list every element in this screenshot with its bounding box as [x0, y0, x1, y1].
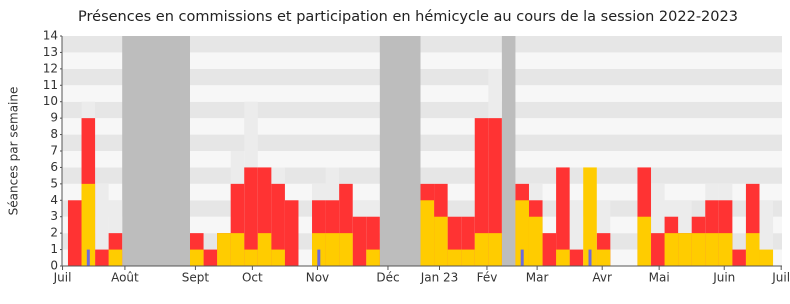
x-tick-label: Déc — [376, 271, 399, 285]
bar — [474, 118, 489, 267]
x-tick-label: Juil — [771, 271, 790, 285]
bar — [271, 249, 285, 266]
y-tick-label: 13 — [43, 45, 58, 59]
bar — [705, 233, 719, 266]
bar — [420, 200, 435, 266]
bar — [474, 233, 489, 266]
y-tick-label: 0 — [50, 259, 58, 273]
bar — [190, 249, 204, 266]
y-tick-label: 10 — [43, 94, 58, 108]
bar — [745, 233, 760, 266]
bar — [434, 216, 448, 266]
bar — [759, 249, 774, 266]
y-tick-label: 9 — [50, 111, 58, 125]
bar — [528, 216, 543, 266]
grid-band — [62, 68, 782, 86]
vacation-band — [379, 36, 421, 266]
grid-band — [62, 52, 782, 69]
bar — [678, 233, 692, 266]
bar — [732, 249, 746, 266]
bar — [317, 249, 321, 266]
x-tick-label: Juil — [53, 271, 72, 285]
bar — [217, 233, 231, 266]
bar — [352, 216, 367, 266]
x-tick-label: Sept — [182, 271, 210, 285]
x-tick-label: Juin — [712, 271, 735, 285]
bar — [271, 183, 285, 266]
grid-band — [62, 118, 782, 135]
x-tick-label: Nov — [306, 271, 329, 285]
x-tick-label: Fév — [477, 271, 498, 285]
bar — [583, 167, 597, 266]
bar — [569, 249, 584, 266]
grid-band — [62, 134, 782, 151]
y-tick-label: 7 — [50, 144, 58, 158]
bar — [203, 249, 218, 266]
y-tick-label: 2 — [50, 226, 58, 240]
bar — [447, 249, 462, 266]
bar — [556, 167, 570, 266]
y-tick-label: 4 — [50, 193, 58, 207]
vacation-band — [122, 36, 190, 266]
bar — [95, 183, 109, 266]
bar — [81, 183, 96, 266]
bar — [556, 249, 570, 266]
bar — [664, 233, 679, 266]
y-tick-label: 11 — [43, 78, 58, 92]
bar — [515, 200, 529, 266]
bar — [257, 233, 272, 266]
bar — [67, 200, 82, 266]
bar — [339, 233, 353, 266]
bar — [461, 249, 475, 266]
x-tick-label: Jan 23 — [420, 271, 459, 285]
bar — [95, 249, 109, 266]
bar — [86, 249, 90, 266]
y-tick-label: 5 — [50, 176, 58, 190]
grid-band — [62, 36, 782, 53]
bar — [691, 233, 706, 266]
y-tick-label: 3 — [50, 209, 58, 223]
grid-band — [62, 101, 782, 119]
bar — [718, 233, 733, 266]
y-tick-label: 6 — [50, 160, 58, 174]
y-tick-label: 8 — [50, 127, 58, 141]
y-axis-label: Séances par semaine — [7, 87, 21, 216]
x-tick-label: Août — [111, 271, 139, 285]
x-tick-label: Mar — [526, 271, 549, 285]
bar — [651, 233, 665, 266]
y-tick-label: 1 — [50, 242, 58, 256]
bar — [244, 167, 258, 266]
bar — [366, 249, 380, 266]
x-tick-label: Oct — [242, 271, 263, 285]
x-tick-label: Avr — [592, 271, 612, 285]
bar — [284, 200, 299, 266]
bar — [520, 249, 524, 266]
y-tick-label: 12 — [43, 61, 58, 75]
x-tick-label: Mai — [649, 271, 670, 285]
grid-band — [62, 85, 782, 102]
bar — [588, 249, 592, 266]
bar — [596, 249, 611, 266]
bar — [488, 233, 502, 266]
y-tick-label: 14 — [43, 29, 58, 43]
bar — [542, 233, 557, 266]
bar — [108, 249, 123, 266]
vacation-band — [501, 36, 516, 266]
chart-title: Présences en commissions et participatio… — [78, 9, 738, 25]
bar — [244, 249, 258, 266]
bar — [637, 216, 652, 266]
bar — [325, 233, 340, 266]
bar — [488, 118, 502, 267]
bar — [230, 233, 245, 266]
